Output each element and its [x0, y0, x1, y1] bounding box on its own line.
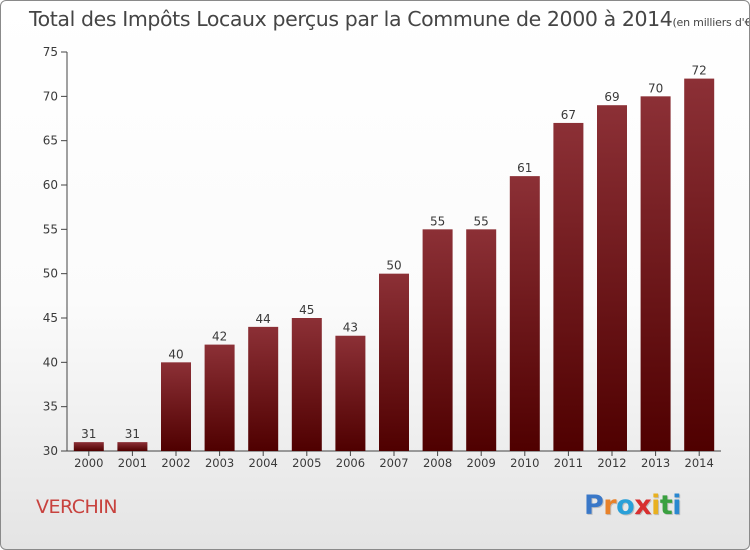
bar-value-label: 31 — [125, 427, 140, 441]
bar-2013 — [640, 96, 671, 451]
bar-value-label: 45 — [299, 303, 314, 317]
chart-title: Total des Impôts Locaux perçus par la Co… — [29, 7, 750, 31]
x-tick-label: 2008 — [423, 456, 452, 470]
x-tick-label: 2001 — [118, 456, 147, 470]
bar-2007 — [379, 273, 409, 451]
bar-value-label: 72 — [692, 64, 707, 78]
y-tick-label: 75 — [43, 45, 58, 59]
bar-2010 — [509, 176, 540, 451]
y-tick-label: 40 — [43, 355, 58, 369]
logo-letter: P — [584, 490, 604, 521]
bar-value-label: 55 — [474, 214, 489, 228]
chart-title-unit: (en milliers d'€) — [672, 16, 750, 29]
y-axis: 30 35 40 45 50 55 60 65 70 75 — [43, 45, 68, 458]
x-tick-label: 2003 — [205, 456, 234, 470]
x-tick-label: 2011 — [554, 456, 583, 470]
logo-letter: i — [672, 490, 682, 521]
bar-value-label: 61 — [517, 161, 532, 175]
y-tick-label: 60 — [43, 178, 58, 192]
logo-letter: x — [634, 490, 652, 521]
y-tick-label: 50 — [43, 267, 58, 281]
x-axis: 2000 2001 2002 2003 2004 2005 2006 2007 2008 2009… — [67, 450, 721, 470]
x-tick-label: 2010 — [510, 456, 539, 470]
bar-2002 — [161, 362, 191, 451]
x-tick-label: 2006 — [336, 456, 365, 470]
x-tick-label: 2005 — [292, 456, 321, 470]
logo-letter: r — [603, 490, 617, 521]
bar-value-label: 40 — [168, 347, 183, 361]
bar-2011 — [553, 122, 584, 451]
bar-2014 — [684, 78, 715, 451]
x-tick-label: 2007 — [379, 456, 408, 470]
bar-value-label: 42 — [212, 330, 227, 344]
x-tick-label: 2014 — [685, 456, 714, 470]
bar-2006 — [335, 335, 366, 451]
bar-value-label: 55 — [430, 214, 445, 228]
bar-2005 — [291, 318, 322, 451]
x-tick-label: 2004 — [249, 456, 278, 470]
y-tick-label: 65 — [43, 134, 58, 148]
y-tick-label: 55 — [43, 222, 58, 236]
bar-2009 — [466, 229, 497, 451]
chart-title-main: Total des Impôts Locaux perçus par la Co… — [29, 7, 673, 31]
bars-series: 31 31 40 42 44 45 43 50 55 55 61 67 69 70 72 — [73, 64, 715, 451]
x-tick-label: 2013 — [641, 456, 670, 470]
x-tick-label: 2002 — [161, 456, 190, 470]
bar-value-label: 69 — [604, 90, 619, 104]
x-tick-label: 2000 — [74, 456, 103, 470]
bar-value-label: 67 — [561, 108, 576, 122]
x-tick-label: 2009 — [467, 456, 496, 470]
logo-letter: o — [616, 490, 635, 521]
bar-value-label: 44 — [256, 312, 271, 326]
y-tick-label: 30 — [43, 444, 58, 458]
y-tick-label: 45 — [43, 311, 58, 325]
bar-2004 — [248, 326, 279, 451]
bar-value-label: 70 — [648, 81, 663, 95]
y-tick-label: 35 — [43, 400, 58, 414]
bar-2008 — [422, 229, 453, 451]
bar-value-label: 31 — [81, 427, 96, 441]
bar-2001 — [117, 442, 148, 451]
commune-name: VERCHIN — [36, 496, 118, 518]
logo-letter: i — [651, 490, 660, 521]
logo-letter: t — [659, 490, 673, 521]
bar-2012 — [597, 105, 627, 451]
bar-value-label: 50 — [386, 259, 401, 273]
bar-2000 — [73, 442, 104, 451]
bar-value-label: 43 — [343, 321, 358, 335]
proxiti-logo[interactable]: Proxiti — [584, 490, 682, 521]
x-tick-label: 2012 — [597, 456, 626, 470]
bar-2003 — [204, 344, 235, 451]
y-tick-label: 70 — [43, 89, 58, 103]
